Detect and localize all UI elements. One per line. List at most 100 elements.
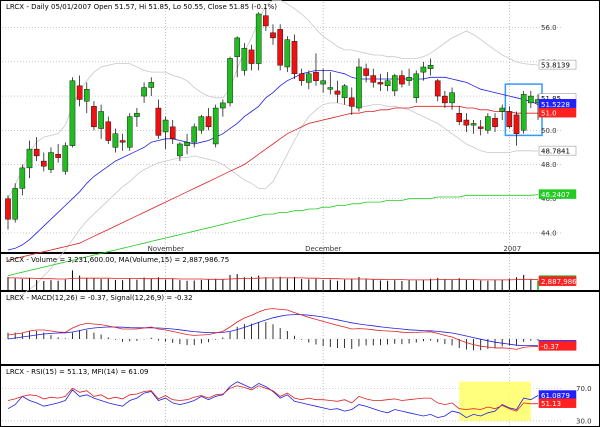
candle-body — [105, 121, 112, 141]
candle-body — [520, 94, 527, 131]
candle-body — [212, 107, 219, 145]
rsi-tick-label: 30.0 — [576, 417, 592, 425]
price-value-box — [538, 107, 577, 118]
candle-body — [477, 126, 484, 129]
candle-body — [406, 77, 412, 81]
candle-body — [69, 80, 76, 146]
candle-body — [169, 126, 176, 140]
candle-body — [220, 102, 226, 109]
candle-body — [48, 152, 54, 170]
candle-body — [327, 87, 334, 90]
candle-body — [277, 29, 283, 66]
candle-body — [162, 119, 169, 133]
candle-body — [191, 126, 198, 143]
price-value-label: 46.2407 — [541, 191, 570, 199]
volume-panel-frame — [0, 253, 600, 291]
candle-body — [356, 66, 362, 109]
volume-value-label: 2,887,986 — [541, 278, 577, 286]
bollinger-lower-line — [7, 102, 539, 302]
price-value-label: 53.8139 — [541, 62, 570, 70]
candle-body — [141, 87, 147, 97]
price-tick-label: 56.0 — [541, 24, 557, 32]
candle-body — [492, 118, 498, 128]
rsi-value-label: 51.13 — [541, 400, 561, 408]
price-tick-label: 46.0 — [541, 195, 557, 203]
volume-value-box — [538, 276, 577, 286]
macd-line — [7, 308, 539, 350]
candle-body — [456, 112, 463, 122]
rsi-line — [7, 385, 539, 412]
ma-green-line — [7, 194, 539, 277]
candle-body — [449, 92, 455, 104]
candle-body — [126, 116, 133, 148]
candle-body — [341, 85, 348, 98]
bollinger-upper-line — [7, 0, 539, 199]
candle-body — [76, 85, 83, 100]
candle-body — [255, 13, 262, 64]
candles-layer — [5, 8, 541, 230]
candle-body — [227, 58, 233, 104]
candle-body — [399, 75, 405, 85]
candle-body — [313, 71, 319, 81]
candle-body — [198, 116, 205, 131]
price-tick-label: 48.0 — [541, 161, 557, 169]
price-tick-label: 50.0 — [541, 127, 557, 135]
candle-body — [434, 80, 441, 97]
candle-body — [485, 116, 491, 131]
candle-body — [112, 133, 119, 148]
series-layer — [7, 0, 539, 419]
candle-body — [26, 148, 33, 169]
candle-body — [119, 140, 126, 143]
candle-body — [348, 97, 355, 107]
macd-panel-frame — [0, 291, 600, 365]
candle-body — [291, 41, 298, 75]
price-value-label: 48.7841 — [541, 148, 570, 156]
candle-body — [413, 73, 420, 98]
candle-body — [12, 188, 18, 220]
candle-body — [148, 82, 155, 88]
candle-body — [134, 112, 140, 117]
candle-body — [513, 114, 520, 134]
candle-body — [499, 107, 505, 112]
candle-body — [19, 167, 26, 189]
ma-blue-line — [7, 70, 539, 251]
candle-body — [442, 95, 448, 104]
x-tick-label: December — [305, 245, 341, 253]
candle-body — [33, 148, 40, 157]
candle-body — [155, 107, 162, 136]
x-tick-label: 2007 — [503, 245, 521, 253]
candle-body — [91, 106, 97, 128]
price-value-box — [538, 189, 577, 199]
candle-body — [284, 39, 291, 68]
candle-body — [83, 89, 90, 102]
price-value-box — [538, 59, 577, 70]
candle-body — [41, 160, 47, 167]
candle-body — [234, 37, 240, 57]
candle-body — [320, 80, 326, 85]
macd-signal-line — [7, 314, 539, 347]
candle-body — [241, 47, 248, 71]
candle-body — [384, 80, 391, 87]
candle-body — [427, 65, 434, 69]
candle-body — [248, 49, 255, 64]
candle-body — [363, 68, 369, 76]
candle-body — [420, 66, 427, 73]
price-value-label: 51.0 — [541, 110, 557, 118]
candle-body — [463, 119, 470, 126]
rsi-highlight-box — [459, 381, 531, 421]
candle-body — [334, 90, 341, 95]
candle-body — [298, 73, 305, 81]
candle-body — [98, 111, 104, 129]
rsi-title: LRCX - RSI(15) = 51.13, MFI(14) = 61.09 — [6, 368, 148, 376]
candle-body — [470, 123, 477, 126]
candle-body — [370, 75, 377, 83]
candle-body — [184, 142, 190, 146]
candle-body — [377, 82, 384, 85]
price-tick-label: 44.0 — [541, 229, 557, 237]
labels-layer: NovemberDecember200744.046.048.050.052.0… — [148, 24, 592, 425]
candle-body — [306, 73, 312, 83]
volume-title: LRCX - Volume = 3,231,600.00, MA(Volume,… — [6, 256, 229, 264]
candle-body — [62, 145, 69, 172]
mfi-line — [7, 381, 539, 419]
